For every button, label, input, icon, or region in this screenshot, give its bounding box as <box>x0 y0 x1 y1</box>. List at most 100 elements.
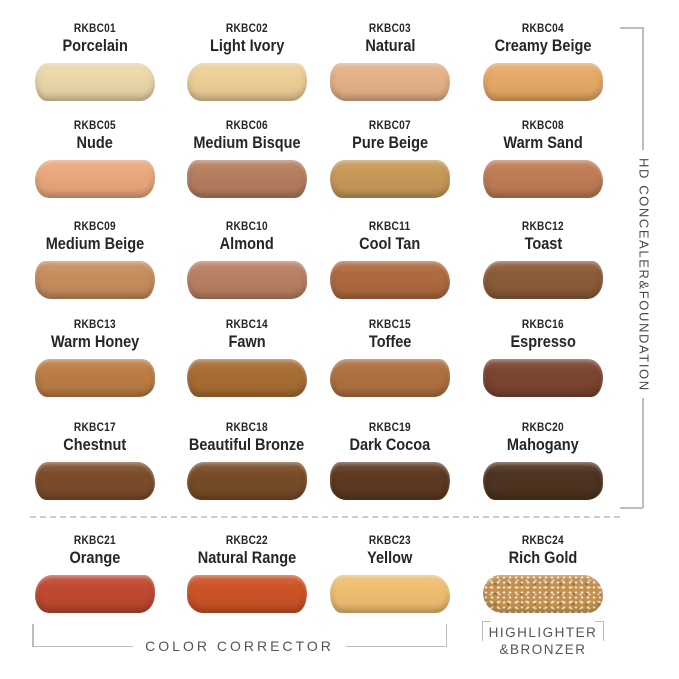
shade-code-text: RKBC20 <box>521 422 565 434</box>
shade-swatch <box>483 63 603 101</box>
shade-cell: RKBC02 Light Ivory <box>172 22 322 112</box>
shade-code-text: RKBC07 <box>368 120 412 132</box>
shade-code: RKBC18 <box>172 421 322 435</box>
shade-code: RKBC23 <box>315 534 465 548</box>
shade-code: RKBC19 <box>315 421 465 435</box>
shade-cell: RKBC11 Cool Tan <box>315 220 465 310</box>
shade-name: Almond <box>172 234 322 254</box>
shade-swatch <box>35 359 155 397</box>
shade-code-text: RKBC12 <box>521 221 565 233</box>
shade-swatch <box>187 261 307 299</box>
shade-name-text: Medium Bisque <box>193 134 301 152</box>
shade-name: Cool Tan <box>315 234 465 254</box>
shade-code-text: RKBC15 <box>368 319 412 331</box>
shade-code: RKBC06 <box>172 119 322 133</box>
shade-code: RKBC08 <box>468 119 618 133</box>
shade-swatch <box>483 462 603 500</box>
shade-name: Fawn <box>172 332 322 352</box>
shade-name: Pure Beige <box>315 133 465 153</box>
shade-cell: RKBC15 Toffee <box>315 318 465 408</box>
shade-cell: RKBC09 Medium Beige <box>20 220 170 310</box>
shade-cell: RKBC06 Medium Bisque <box>172 119 322 209</box>
shade-cell: RKBC17 Chestnut <box>20 421 170 511</box>
shade-code: RKBC14 <box>172 318 322 332</box>
shade-swatch <box>483 160 603 198</box>
shade-name: Toast <box>468 234 618 254</box>
shade-swatch <box>330 160 450 198</box>
shade-name: Espresso <box>468 332 618 352</box>
shade-swatch <box>187 359 307 397</box>
shade-code-text: RKBC08 <box>521 120 565 132</box>
shade-cell: RKBC07 Pure Beige <box>315 119 465 209</box>
shade-name: Yellow <box>315 548 465 568</box>
shade-code: RKBC22 <box>172 534 322 548</box>
shade-code-text: RKBC09 <box>73 221 117 233</box>
shade-swatch <box>330 261 450 299</box>
shade-name-text: Rich Gold <box>508 549 578 567</box>
color-corrector-bracket: COLOR CORRECTOR <box>32 624 447 654</box>
shade-name-text: Toffee <box>368 333 412 351</box>
bracket-tick-left <box>32 624 34 647</box>
shade-name: Warm Honey <box>20 332 170 352</box>
bracket-tick-right <box>445 624 447 647</box>
shade-name-text: Yellow <box>367 549 413 567</box>
shade-code-text: RKBC17 <box>73 422 117 434</box>
shade-name-text: Fawn <box>228 333 266 351</box>
shade-name-text: Medium Beige <box>45 235 145 253</box>
shade-code: RKBC01 <box>20 22 170 36</box>
bracket-line <box>345 645 446 647</box>
right-bracket-top-tick <box>620 27 643 29</box>
group-label-color-corrector: COLOR CORRECTOR <box>145 638 334 654</box>
shade-swatch <box>330 359 450 397</box>
shade-code-text: RKBC23 <box>368 535 412 547</box>
shade-code: RKBC21 <box>20 534 170 548</box>
shade-cell: RKBC14 Fawn <box>172 318 322 408</box>
shade-cell: RKBC18 Beautiful Bronze <box>172 421 322 511</box>
group-label-concealer-foundation: HD CONCEALER&FOUNDATION <box>636 158 652 392</box>
shade-name-text: Natural <box>364 37 416 55</box>
shade-cell: RKBC23 Yellow <box>315 534 465 624</box>
shade-code: RKBC16 <box>468 318 618 332</box>
shade-swatch <box>330 575 450 613</box>
shade-code-text: RKBC19 <box>368 422 412 434</box>
bracket-line <box>33 645 134 647</box>
shade-code: RKBC15 <box>315 318 465 332</box>
shade-code: RKBC05 <box>20 119 170 133</box>
shade-cell: RKBC04 Creamy Beige <box>468 22 618 112</box>
shade-code-text: RKBC06 <box>225 120 269 132</box>
shade-cell: RKBC12 Toast <box>468 220 618 310</box>
shade-code-text: RKBC16 <box>521 319 565 331</box>
shade-name: Orange <box>20 548 170 568</box>
shade-swatch <box>35 160 155 198</box>
shade-code-text: RKBC02 <box>225 23 269 35</box>
highlighter-bracket: HIGHLIGHTER <box>482 621 604 642</box>
shade-cell: RKBC03 Natural <box>315 22 465 112</box>
shade-code-text: RKBC04 <box>521 23 565 35</box>
shade-code: RKBC24 <box>468 534 618 548</box>
shade-cell: RKBC21 Orange <box>20 534 170 624</box>
shade-swatch <box>483 575 603 613</box>
shade-name-text: Pure Beige <box>352 134 428 152</box>
shade-name: Porcelain <box>20 36 170 56</box>
shade-cell: RKBC19 Dark Cocoa <box>315 421 465 511</box>
shade-code-text: RKBC03 <box>368 23 412 35</box>
shade-name-text: Mahogany <box>507 436 579 454</box>
shade-code-text: RKBC14 <box>225 319 269 331</box>
shade-name: Light Ivory <box>172 36 322 56</box>
shade-name-text: Warm Honey <box>50 333 140 351</box>
shade-cell: RKBC01 Porcelain <box>20 22 170 112</box>
bracket-corner-right <box>595 621 604 641</box>
shade-cell: RKBC10 Almond <box>172 220 322 310</box>
shade-name: Beautiful Bronze <box>172 435 322 455</box>
shade-code-text: RKBC22 <box>225 535 269 547</box>
shade-code-text: RKBC24 <box>521 535 565 547</box>
group-label-highlighter: HIGHLIGHTER <box>488 625 598 640</box>
shade-name-text: Cool Tan <box>359 235 421 253</box>
shade-code: RKBC17 <box>20 421 170 435</box>
shade-name-text: Nude <box>76 134 114 152</box>
shade-code: RKBC04 <box>468 22 618 36</box>
shade-code-text: RKBC21 <box>73 535 117 547</box>
shade-code: RKBC12 <box>468 220 618 234</box>
shade-cell: RKBC24 Rich Gold <box>468 534 618 624</box>
